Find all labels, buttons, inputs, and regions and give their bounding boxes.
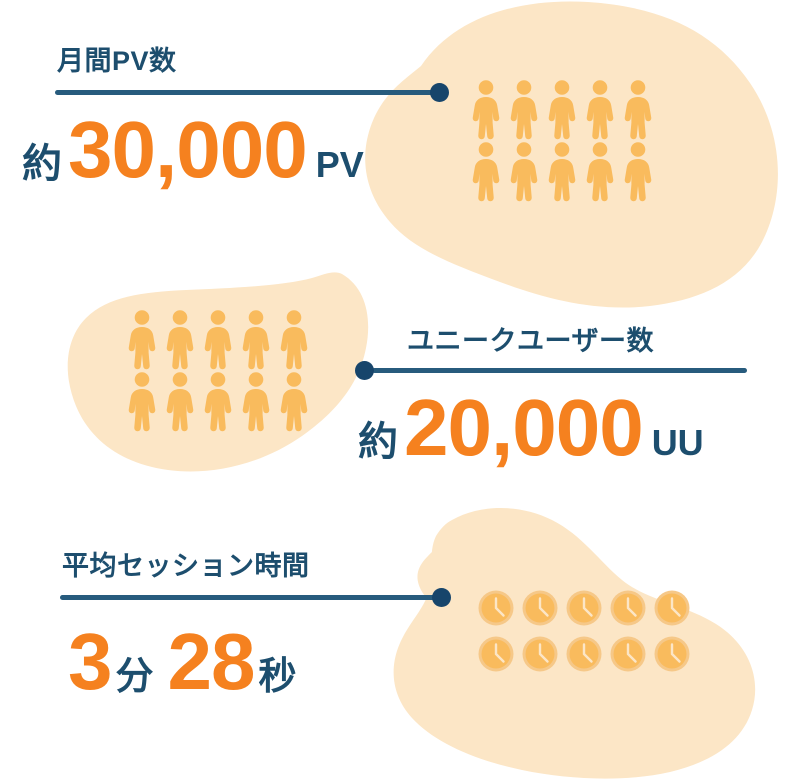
value-number-monthly-pv: 30,000: [68, 105, 308, 194]
person-icon: [128, 372, 156, 432]
stat-label-unique-users: ユニークユーザー数: [407, 326, 654, 356]
value-minutes-avg-session: 3: [68, 617, 112, 706]
value-minutes-unit-avg-session: 分: [115, 656, 154, 698]
person-icon: [204, 310, 232, 370]
person-icon-grid-monthly-pv: [472, 80, 652, 202]
person-icon: [128, 310, 156, 370]
person-icon: [166, 310, 194, 370]
stat-block-unique-users: ユニークユーザー数 約 20,000 UU: [0, 260, 798, 490]
clock-icon: [478, 590, 515, 627]
person-icon: [242, 310, 270, 370]
person-icon: [280, 310, 308, 370]
person-icon: [548, 80, 576, 140]
person-icon: [548, 142, 576, 202]
person-icon-grid-unique-users: [128, 310, 308, 432]
person-icon: [472, 80, 500, 140]
stat-value-monthly-pv: 約 30,000 PV: [22, 110, 364, 190]
connector-dot-monthly-pv: [430, 83, 449, 102]
stat-value-avg-session: 3 分 28 秒: [68, 622, 311, 702]
clock-icon: [478, 635, 515, 673]
value-unit-unique-users: UU: [651, 422, 704, 463]
person-icon: [242, 372, 270, 432]
value-number-unique-users: 20,000: [404, 383, 644, 472]
stat-block-monthly-pv: 月間PV数 約 30,000 PV: [0, 0, 798, 230]
person-icon: [472, 142, 500, 202]
stat-label-avg-session: 平均セッション時間: [62, 551, 310, 581]
clock-icon: [565, 635, 603, 673]
clock-icon: [521, 590, 559, 627]
value-unit-monthly-pv: PV: [315, 144, 364, 185]
clock-icon: [653, 590, 690, 627]
clock-icon: [565, 590, 603, 627]
value-seconds-unit-avg-session: 秒: [258, 656, 297, 698]
clock-icon: [609, 635, 647, 673]
connector-dot-avg-session: [432, 588, 451, 607]
approx-prefix-unique-users: 約: [358, 420, 398, 464]
person-icon: [510, 80, 538, 140]
connector-rule-monthly-pv: [55, 90, 440, 95]
value-seconds-avg-session: 28: [167, 617, 256, 706]
clock-icon: [521, 635, 559, 673]
person-icon: [280, 372, 308, 432]
connector-rule-unique-users: [372, 368, 747, 373]
stat-value-unique-users: 約 20,000 UU: [358, 388, 704, 468]
stat-block-avg-session: 平均セッション時間 3 分 28 秒: [0, 520, 798, 784]
clock-icon: [609, 590, 647, 627]
approx-prefix-monthly-pv: 約: [22, 142, 62, 186]
person-icon: [166, 372, 194, 432]
person-icon: [510, 142, 538, 202]
stat-label-monthly-pv: 月間PV数: [57, 46, 177, 76]
connector-dot-unique-users: [355, 361, 374, 380]
person-icon: [624, 142, 652, 202]
person-icon: [204, 372, 232, 432]
clock-icon-grid-avg-session: [478, 590, 690, 673]
person-icon: [586, 80, 614, 140]
person-icon: [624, 80, 652, 140]
connector-rule-avg-session: [60, 595, 442, 600]
clock-icon: [653, 635, 690, 673]
person-icon: [586, 142, 614, 202]
